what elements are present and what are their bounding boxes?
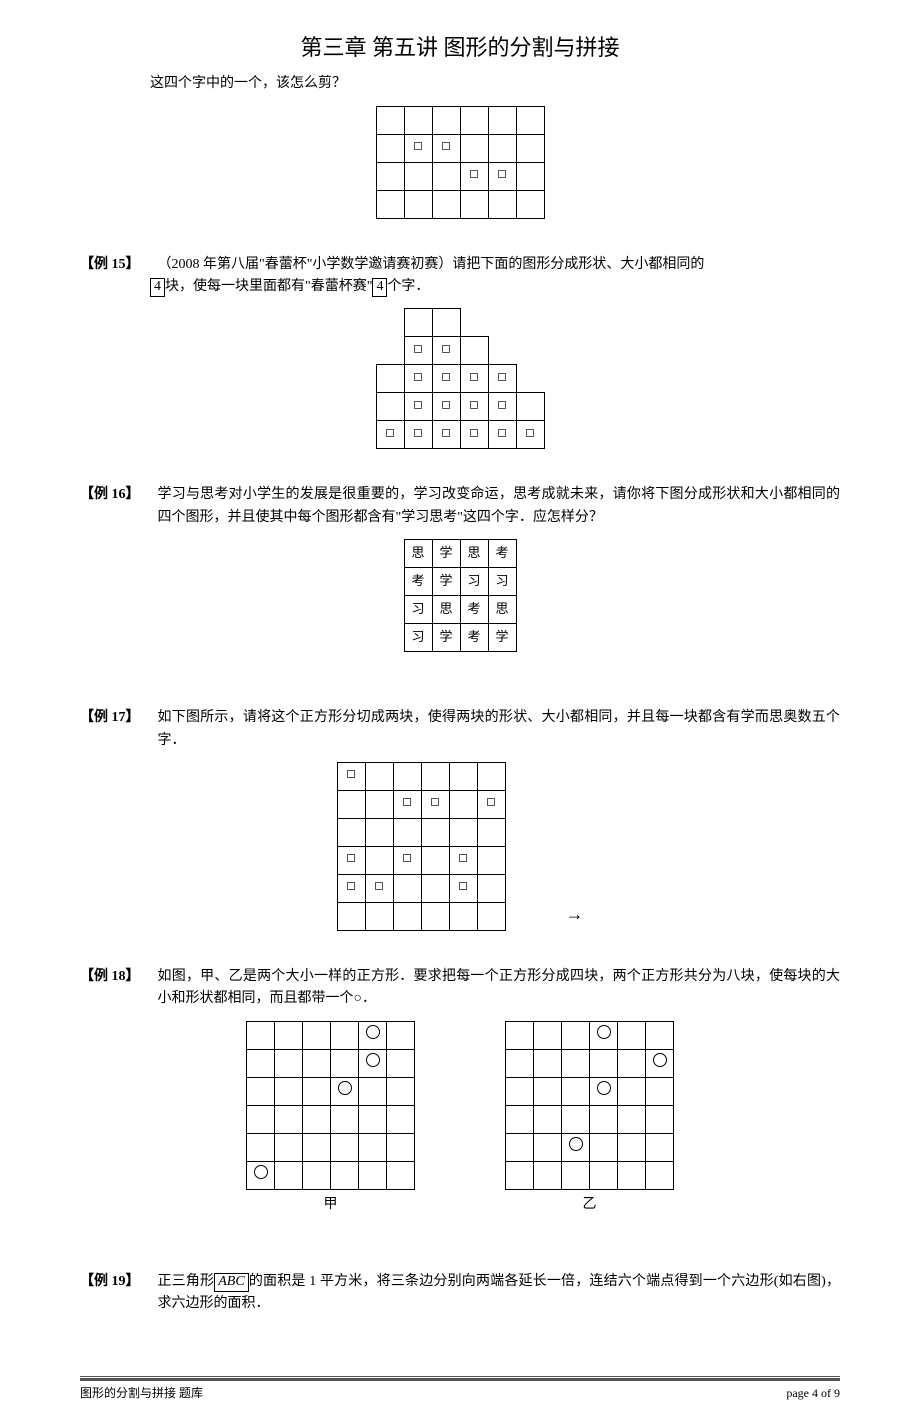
example-18-label: 【例 18】 xyxy=(80,966,140,988)
example-19-text: 正三角形ABC的面积是 1 平方米，将三条边分别向两端各延长一倍，连结六个端点得… xyxy=(158,1271,841,1316)
example-19-label: 【例 19】 xyxy=(80,1271,140,1293)
example-16: 【例 16】 学习与思考对小学生的发展是很重要的，学习改变命运，思考成就未来，请… xyxy=(80,484,840,652)
ex19-t1a: 正三角形 xyxy=(158,1274,215,1289)
footer-left: 图形的分割与拼接 题库 xyxy=(80,1384,203,1403)
example-17: 【例 17】 如下图所示，请将这个正方形分切成两块，使得两块的形状、大小都相同，… xyxy=(80,707,840,931)
ex15-t1: （2008 年第八届"春蕾杯"小学数学邀请赛初赛）请把下面的图形分成形状、大小都… xyxy=(158,257,705,272)
ex15-t2: 块，使每一块里面都有"春蕾杯赛" xyxy=(165,279,372,294)
ex16-c: 习 xyxy=(404,596,432,624)
ex16-c: 习 xyxy=(460,568,488,596)
intro-grid-wrap xyxy=(80,106,840,219)
ex16-c: 思 xyxy=(488,596,516,624)
ex15-box1: 4 xyxy=(150,278,165,297)
page-title: 第三章 第五讲 图形的分割与拼接 xyxy=(80,30,840,65)
example-15-label: 【例 15】 xyxy=(80,254,140,276)
example-15-text: （2008 年第八届"春蕾杯"小学数学邀请赛初赛）请把下面的图形分成形状、大小都… xyxy=(158,254,841,276)
ex16-c: 思 xyxy=(432,596,460,624)
ex19-t1b: 的面积是 1 平方米，将三条边分别向两端各延长一倍，连结六个端点得到一个六边形(… xyxy=(158,1274,841,1311)
ex16-grid-wrap: 思 学 思 考 考 学 习 习 习 思 考 思 习 学 考 学 xyxy=(80,539,840,652)
ex16-grid: 思 学 思 考 考 学 习 习 习 思 考 思 习 学 考 学 xyxy=(404,539,517,652)
example-15: 【例 15】 （2008 年第八届"春蕾杯"小学数学邀请赛初赛）请把下面的图形分… xyxy=(80,254,840,450)
ex16-c: 习 xyxy=(488,568,516,596)
ex16-c: 考 xyxy=(488,540,516,568)
ex16-c: 习 xyxy=(404,624,432,652)
example-15-cont: 4块，使每一块里面都有"春蕾杯赛"4个字． xyxy=(150,276,840,298)
example-16-text: 学习与思考对小学生的发展是很重要的，学习改变命运，思考成就未来，请你将下图分成形… xyxy=(158,484,841,529)
ex18-grids: 甲 乙 xyxy=(80,1021,840,1216)
ex15-grid-wrap xyxy=(80,308,840,449)
ex18-caption-b: 乙 xyxy=(583,1194,597,1216)
ex16-c: 考 xyxy=(404,568,432,596)
ex18-grid-a xyxy=(246,1021,415,1190)
ex16-c: 思 xyxy=(404,540,432,568)
example-17-label: 【例 17】 xyxy=(80,707,140,729)
ex15-box2: 4 xyxy=(372,278,387,297)
example-17-text: 如下图所示，请将这个正方形分切成两块，使得两块的形状、大小都相同，并且每一块都含… xyxy=(158,707,841,752)
ex15-grid xyxy=(376,308,545,449)
page-footer: 图形的分割与拼接 题库 page 4 of 9 xyxy=(80,1376,840,1403)
ex16-c: 考 xyxy=(460,596,488,624)
arrow-icon: → xyxy=(566,900,584,929)
intro-grid xyxy=(376,106,545,219)
ex16-c: 思 xyxy=(460,540,488,568)
ex16-c: 学 xyxy=(432,568,460,596)
intro-text: 这四个字中的一个，该怎么剪？ xyxy=(150,73,840,95)
example-19: 【例 19】 正三角形ABC的面积是 1 平方米，将三条边分别向两端各延长一倍，… xyxy=(80,1271,840,1316)
ex16-c: 考 xyxy=(460,624,488,652)
ex18-grid-b xyxy=(505,1021,674,1190)
footer-right: page 4 of 9 xyxy=(786,1384,840,1403)
ex16-c: 学 xyxy=(432,540,460,568)
ex16-c: 学 xyxy=(432,624,460,652)
ex16-c: 学 xyxy=(488,624,516,652)
ex17-grid-wrap: → xyxy=(80,762,840,931)
example-16-label: 【例 16】 xyxy=(80,484,140,506)
ex18-caption-a: 甲 xyxy=(324,1194,338,1216)
ex15-t3: 个字． xyxy=(387,279,429,294)
example-18: 【例 18】 如图，甲、乙是两个大小一样的正方形．要求把每一个正方形分成四块，两… xyxy=(80,966,840,1216)
ex19-abc: ABC xyxy=(214,1273,248,1292)
ex17-grid xyxy=(337,762,506,931)
example-18-text: 如图，甲、乙是两个大小一样的正方形．要求把每一个正方形分成四块，两个正方形共分为… xyxy=(158,966,841,1011)
